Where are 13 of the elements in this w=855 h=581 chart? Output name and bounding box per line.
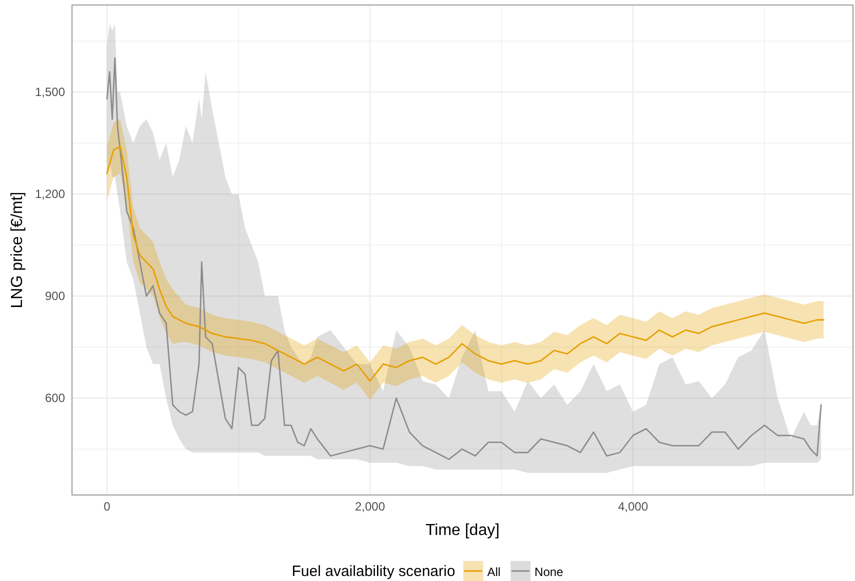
y-axis-title: LNG price [€/mt]	[9, 192, 26, 308]
line-series	[106, 146, 824, 382]
x-tick-label: 0	[104, 500, 111, 514]
y-tick-label: 900	[44, 288, 66, 303]
y-tick-label: 600	[44, 390, 66, 405]
legend-label: All	[487, 565, 501, 579]
x-tick-label: 4,000	[618, 500, 648, 514]
y-tick-label: 1,500	[34, 84, 66, 99]
legend-title: Fuel availability scenario	[292, 563, 456, 580]
x-tick-label: 2,000	[354, 500, 386, 514]
x-axis-title: Time [day]	[425, 522, 500, 539]
y-tick-label: 1,200	[34, 186, 66, 201]
legend-label: None	[534, 565, 564, 579]
